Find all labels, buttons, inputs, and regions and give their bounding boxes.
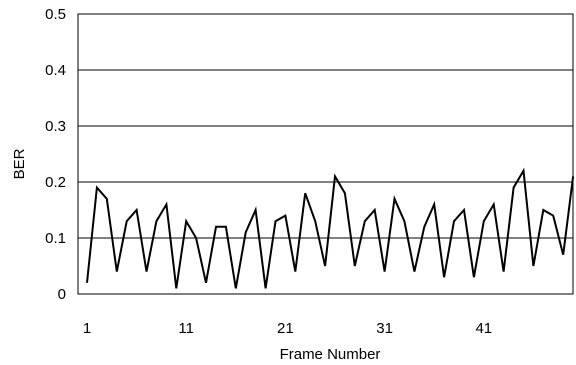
series-line-0 bbox=[86, 167, 575, 289]
y-tick-label-2: 0.2 bbox=[45, 174, 66, 191]
x-tick-label-3: 31 bbox=[376, 320, 393, 337]
plot-area-frame bbox=[77, 13, 574, 295]
x-tick-label-2: 21 bbox=[277, 320, 294, 337]
x-tick-label-0: 1 bbox=[83, 320, 91, 337]
y-axis-title: BER bbox=[11, 148, 28, 179]
y-tick-label-0: 0 bbox=[58, 286, 66, 303]
x-tick-label-4: 41 bbox=[475, 320, 492, 337]
x-tick-label-1: 11 bbox=[178, 320, 194, 337]
y-tick-label-5: 0.5 bbox=[45, 6, 66, 23]
y-tick-label-3: 0.3 bbox=[45, 118, 66, 135]
x-axis-title: Frame Number bbox=[280, 346, 381, 363]
y-tick-label-4: 0.4 bbox=[45, 62, 66, 79]
x-axis-tick-labels: 1 11 21 31 41 bbox=[83, 320, 492, 337]
grid-lines bbox=[78, 69, 573, 239]
y-axis-tick-labels: 0 0.1 0.2 0.3 0.4 0.5 bbox=[45, 6, 66, 303]
y-tick-label-1: 0.1 bbox=[45, 230, 66, 247]
series-group bbox=[86, 167, 575, 289]
